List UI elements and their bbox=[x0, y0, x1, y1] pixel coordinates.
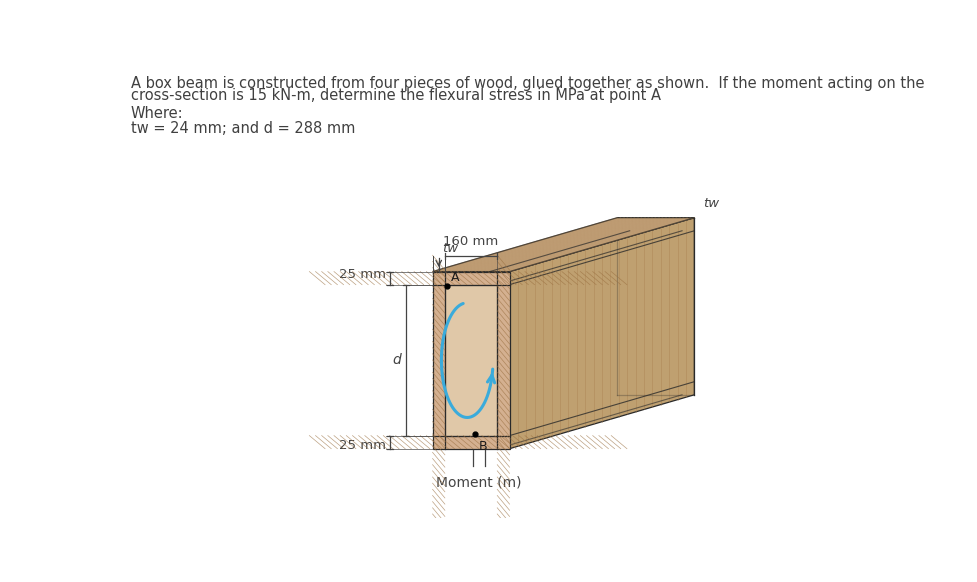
Text: cross-section is 15 kN-m, determine the flexural stress in MPa at point A: cross-section is 15 kN-m, determine the … bbox=[131, 88, 660, 104]
Text: tw = 24 mm; and d = 288 mm: tw = 24 mm; and d = 288 mm bbox=[131, 122, 355, 136]
Text: 160 mm: 160 mm bbox=[444, 236, 498, 249]
Text: A box beam is constructed from four pieces of wood, glued together as shown.  If: A box beam is constructed from four piec… bbox=[131, 76, 924, 91]
Text: A: A bbox=[451, 271, 459, 284]
Text: d: d bbox=[392, 353, 401, 367]
Text: Moment (m): Moment (m) bbox=[436, 475, 522, 489]
Text: Where:: Where: bbox=[131, 106, 184, 121]
Polygon shape bbox=[433, 272, 510, 449]
Text: B: B bbox=[479, 440, 488, 453]
Text: tw: tw bbox=[443, 242, 458, 255]
Text: 25 mm: 25 mm bbox=[339, 268, 386, 281]
Text: 25 mm: 25 mm bbox=[339, 439, 386, 452]
Polygon shape bbox=[433, 218, 695, 272]
Polygon shape bbox=[445, 285, 497, 435]
Polygon shape bbox=[510, 218, 695, 449]
Text: tw: tw bbox=[703, 197, 719, 210]
